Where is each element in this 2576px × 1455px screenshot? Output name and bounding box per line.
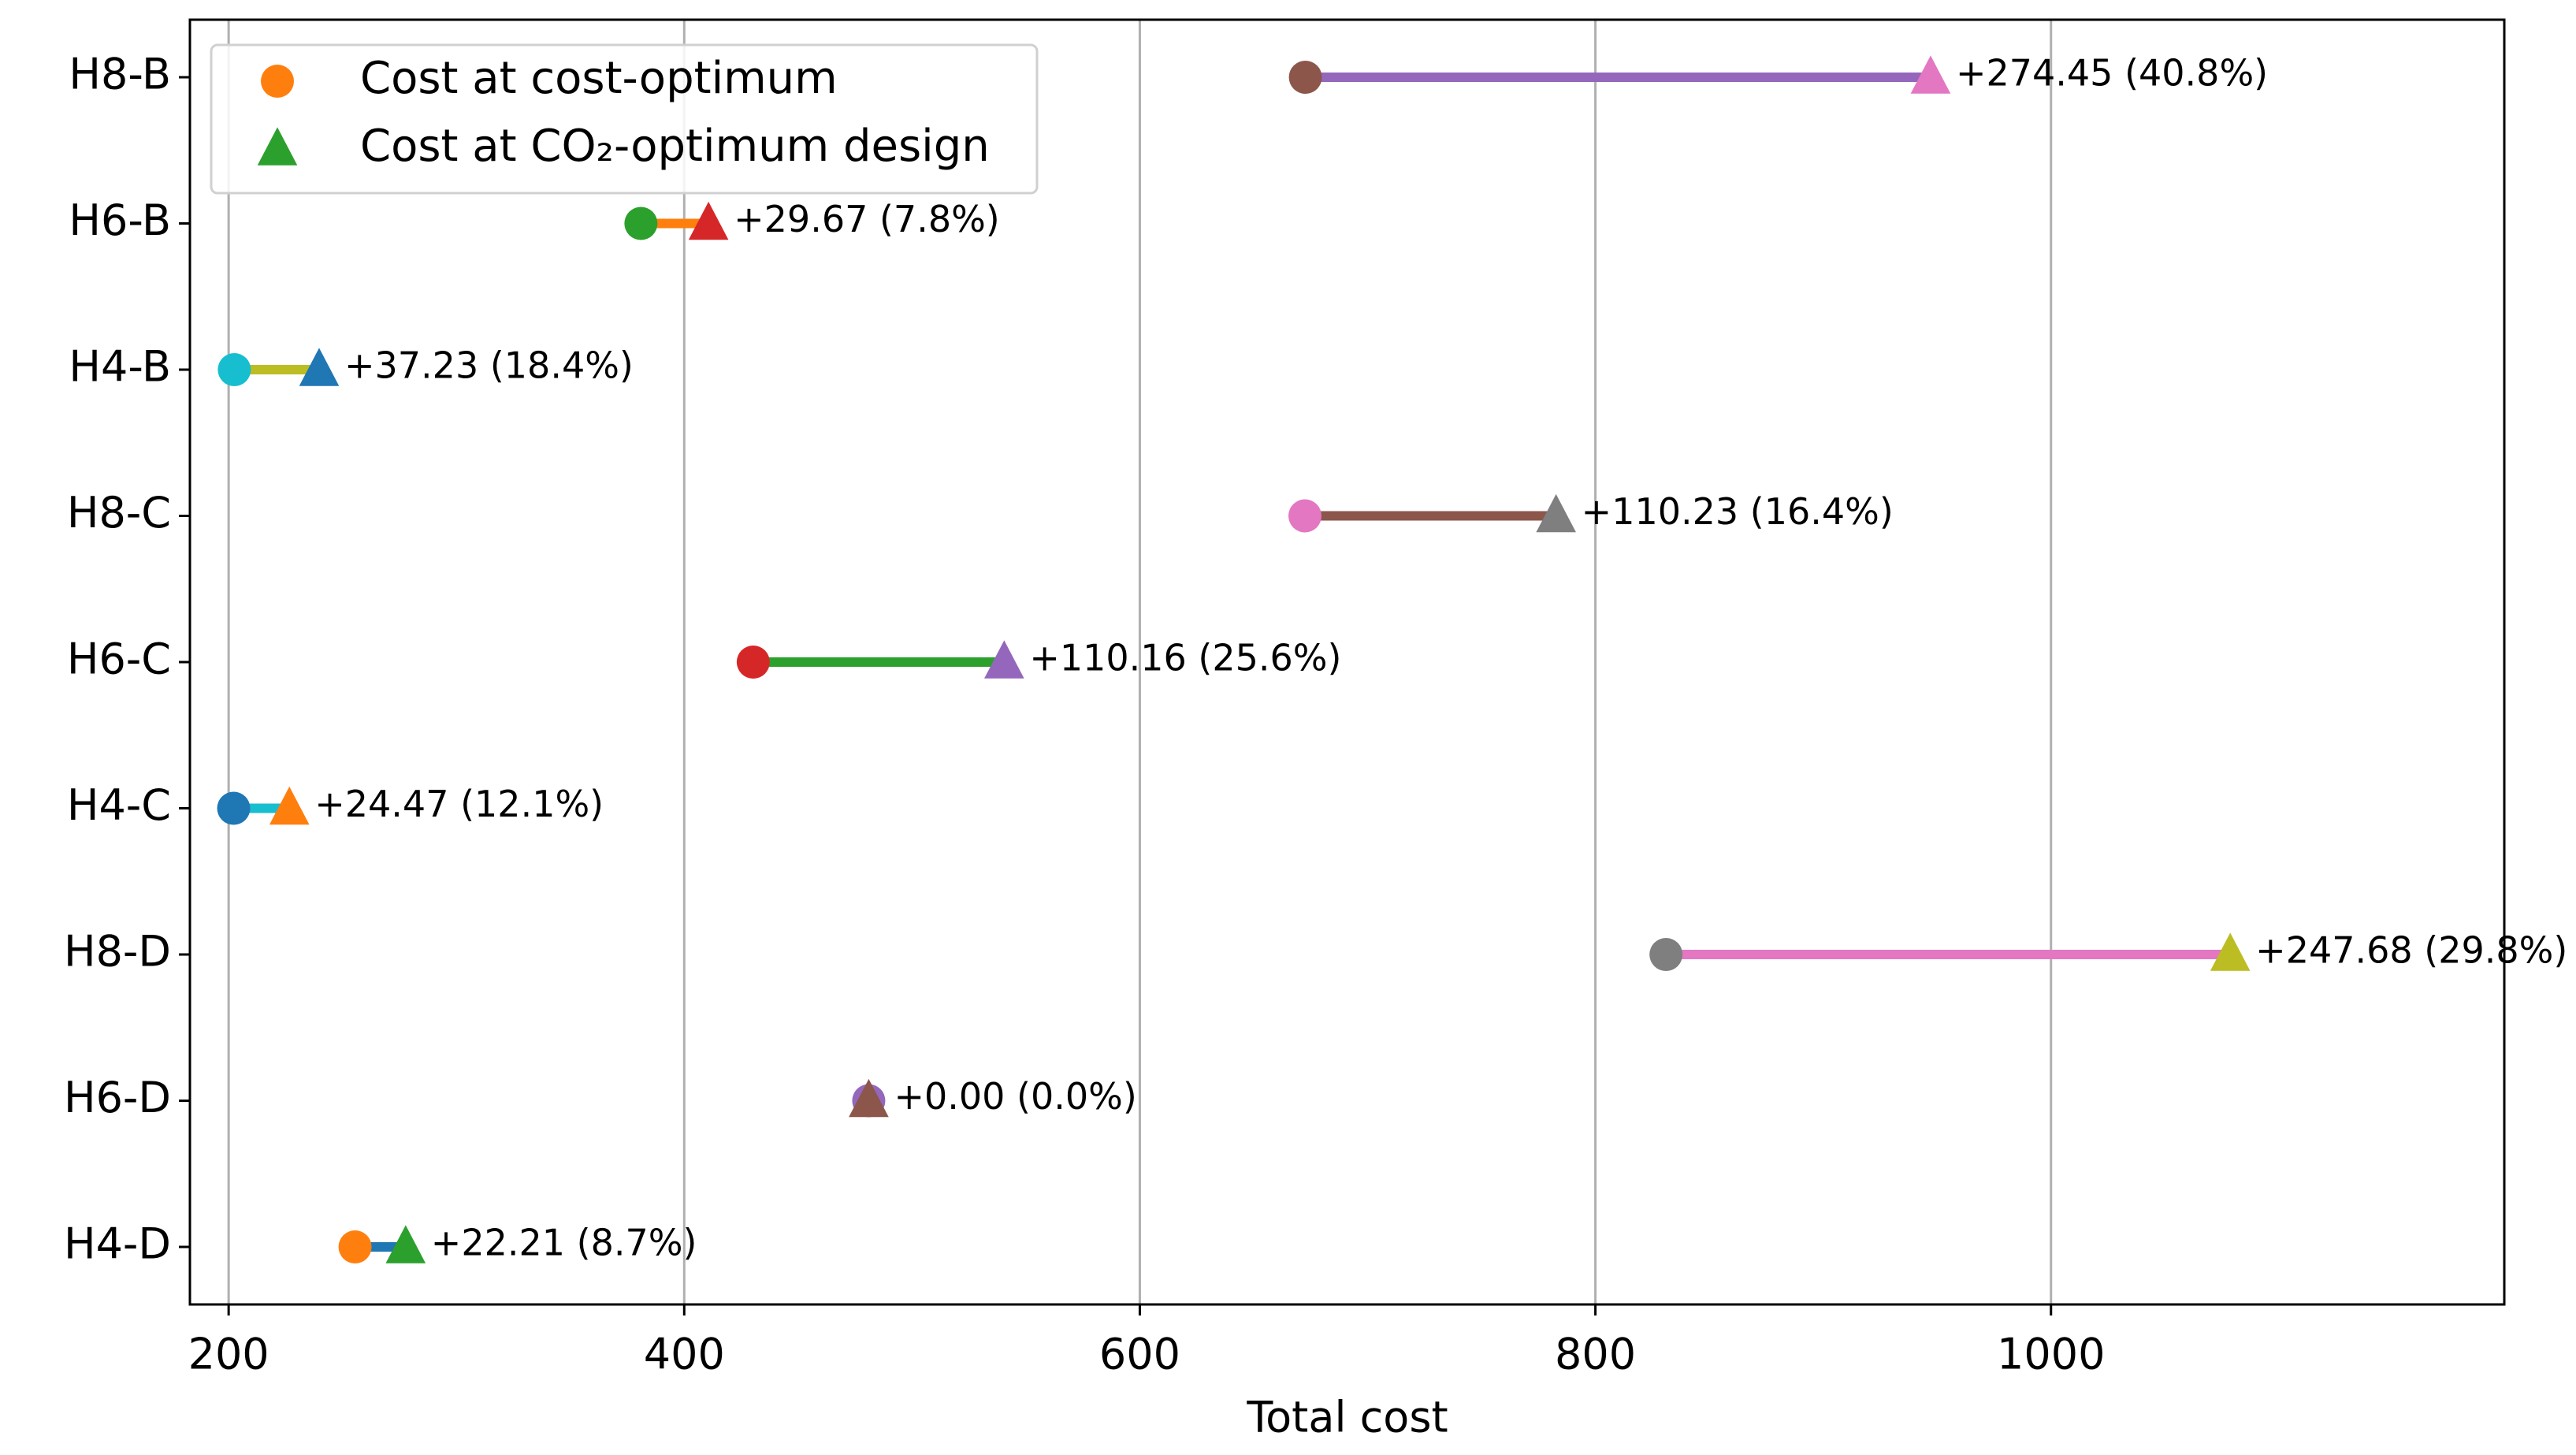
end-marker [688,201,729,240]
end-marker [269,786,310,825]
annotation: +0.00 (0.0%) [894,1075,1136,1118]
start-marker [1288,499,1322,533]
end-marker [849,1078,889,1118]
annotation: +22.21 (8.7%) [431,1222,697,1264]
legend-marker [261,65,294,98]
annotation: +24.47 (12.1%) [314,783,604,825]
start-marker [338,1230,372,1263]
annotation: +29.67 (7.8%) [734,198,1000,240]
start-marker [736,646,770,679]
legend-box [210,43,1039,195]
y-tick-label: H6-D [64,1073,171,1122]
annotation: +247.68 (29.8%) [2255,929,2567,972]
y-tick-label: H8-C [67,488,171,538]
start-marker [217,353,251,386]
legend-label: Cost at CO₂-optimum design [360,121,990,172]
y-tick-label: H4-C [67,780,171,830]
x-axis-label: Total cost [1246,1393,1448,1442]
legend-label: Cost at cost-optimum [360,53,838,104]
start-marker [1288,61,1322,94]
y-tick-label: H6-B [69,195,171,245]
annotation: +37.23 (18.4%) [344,344,634,387]
end-marker [1536,493,1576,533]
start-marker [217,791,251,825]
x-tick-label: 1000 [1997,1330,2105,1379]
end-marker [2210,932,2251,971]
start-marker [624,207,658,240]
y-tick-label: H4-D [64,1219,171,1269]
x-tick-label: 600 [1099,1330,1180,1379]
end-marker [385,1225,426,1263]
end-marker [984,640,1024,679]
y-tick-label: H6-C [67,634,171,684]
end-marker [299,348,340,386]
y-tick-label: H8-D [64,927,171,977]
end-marker [1910,55,1951,94]
y-tick-label: H8-B [69,50,171,99]
y-tick-label: H4-B [69,342,171,392]
annotation: +274.45 (40.8%) [1956,52,2268,95]
x-tick-label: 800 [1555,1330,1636,1379]
annotation: +110.23 (16.4%) [1582,490,1894,533]
x-tick-label: 200 [188,1330,269,1379]
x-tick-label: 400 [644,1330,725,1379]
legend-marker [257,127,298,166]
start-marker [1649,938,1683,971]
annotation: +110.16 (25.6%) [1029,637,1341,679]
